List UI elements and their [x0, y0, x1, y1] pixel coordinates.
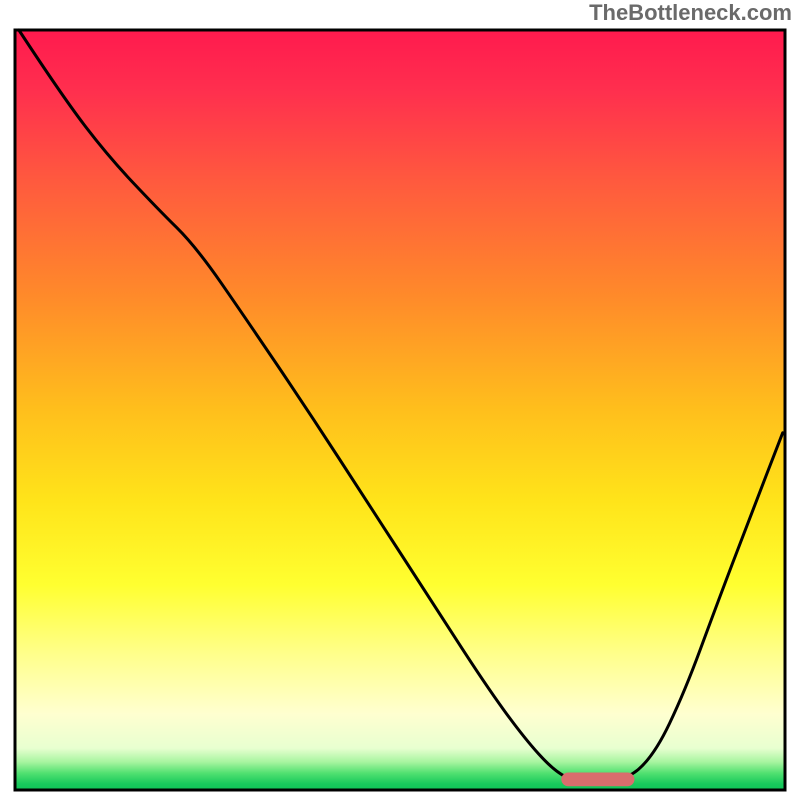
watermark-text: TheBottleneck.com — [589, 0, 792, 26]
optimal-range-marker — [561, 773, 634, 787]
chart-container: TheBottleneck.com — [0, 0, 800, 800]
gradient-background — [15, 30, 785, 790]
bottleneck-chart — [0, 0, 800, 800]
